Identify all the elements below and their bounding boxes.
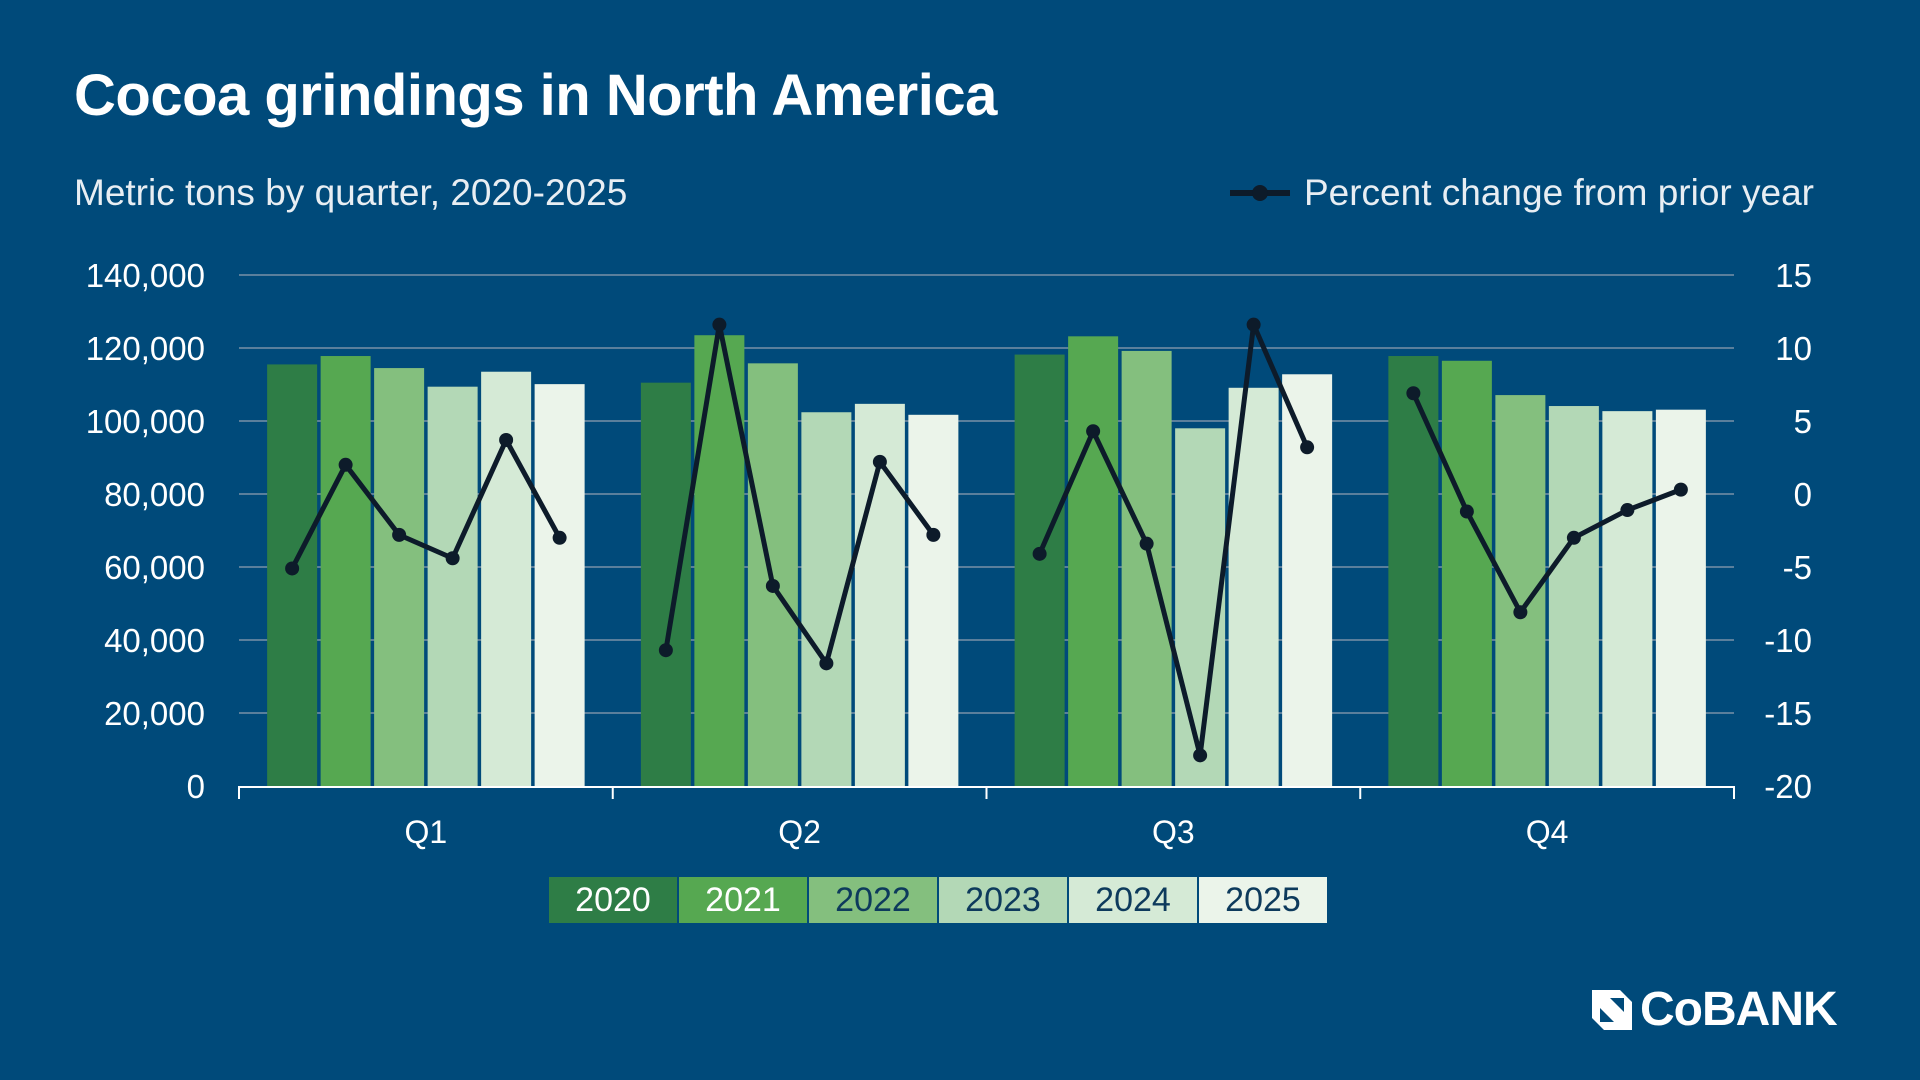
chart-title: Cocoa grindings in North America (74, 63, 997, 128)
x-tick-label: Q4 (1526, 814, 1569, 850)
y-tick-label: 100,000 (86, 403, 205, 440)
y-tick-label: 140,000 (86, 257, 205, 294)
x-tick-label: Q1 (405, 814, 448, 850)
percent-change-point (1032, 546, 1047, 561)
legend-label: 2022 (835, 880, 911, 919)
y-tick-label: 40,000 (104, 622, 205, 659)
percent-change-point (872, 454, 887, 469)
chart-subtitle: Metric tons by quarter, 2020-2025 (74, 172, 628, 213)
percent-change-line-q2 (663, 322, 936, 666)
bar-q1-2023 (427, 386, 478, 786)
percent-change-point (765, 578, 780, 593)
bar-q2-2025 (908, 414, 959, 786)
bar-q4-2020 (1388, 356, 1439, 786)
percent-change-point (712, 317, 727, 332)
x-tick-label: Q3 (1152, 814, 1195, 850)
line-legend: Percent change from prior year (1228, 172, 1814, 214)
bar-q3-2025 (1282, 374, 1333, 786)
percent-change-point (1246, 317, 1261, 332)
percent-change-point (445, 551, 460, 566)
percent-change-point (392, 527, 407, 542)
bar-q3-2021 (1068, 336, 1119, 786)
percent-change-point (658, 643, 673, 658)
y2-tick-label: -10 (1764, 622, 1812, 659)
legend-item-2020: 2020 (549, 877, 677, 923)
legend-item-2021: 2021 (679, 877, 807, 923)
percent-change-point (285, 561, 300, 576)
percent-change-point (1139, 536, 1154, 551)
cobank-logo: CoBANK (1590, 982, 1838, 1037)
percent-change-point (1086, 424, 1101, 439)
percent-change-point (552, 530, 567, 545)
legend-label: 2023 (965, 880, 1041, 919)
x-tick-label: Q2 (778, 814, 821, 850)
percent-change-line-q3 (1037, 322, 1310, 758)
legend-item-2025: 2025 (1199, 877, 1327, 923)
bar-legend: 2020 2021 2022 2023 2024 2025 (549, 877, 1329, 923)
y2-tick-label: -5 (1783, 549, 1812, 586)
bar-q1-2021 (320, 356, 371, 786)
legend-label: 2020 (575, 880, 651, 919)
cobank-logo-icon (1592, 989, 1632, 1030)
y2-tick-label: -15 (1764, 695, 1812, 732)
percent-change-point (819, 656, 834, 671)
bar-q2-2020 (640, 382, 691, 786)
y-tick-label: 80,000 (104, 476, 205, 513)
bar-q4-2024 (1602, 411, 1653, 786)
percent-change-point (1620, 503, 1635, 518)
percent-change-point (1459, 504, 1474, 519)
bar-q3-2020 (1014, 354, 1065, 786)
percent-change-point (926, 527, 941, 542)
bar-q1-2022 (374, 368, 425, 786)
bar-q4-2021 (1441, 360, 1492, 786)
y-tick-label: 20,000 (104, 695, 205, 732)
bar-q4-2025 (1655, 409, 1706, 786)
y2-tick-label: -20 (1764, 768, 1812, 805)
percent-change-line-q1 (289, 437, 562, 570)
legend-label: 2024 (1095, 880, 1171, 919)
percent-change-line-q4 (1411, 392, 1682, 615)
legend-item-2023: 2023 (939, 877, 1067, 923)
bar-q3-2022 (1121, 350, 1172, 786)
percent-change-point (338, 457, 353, 472)
logo-text: CoBANK (1640, 983, 1838, 1036)
percent-change-point (499, 432, 514, 447)
percent-change-point (1673, 482, 1688, 497)
y2-tick-label: 10 (1775, 330, 1812, 367)
legend-label: 2025 (1225, 880, 1301, 919)
legend-item-2024: 2024 (1069, 877, 1197, 923)
percent-change-point (1566, 530, 1581, 545)
y2-tick-label: 15 (1775, 257, 1812, 294)
y2-tick-label: 0 (1794, 476, 1812, 513)
legend-item-2022: 2022 (809, 877, 937, 923)
line-legend-label: Percent change from prior year (1303, 172, 1814, 213)
legend-label: 2021 (705, 880, 781, 919)
bar-q4-2023 (1548, 406, 1599, 786)
percent-change-point (1193, 748, 1208, 763)
y-tick-label: 0 (187, 768, 205, 805)
percent-change-point (1406, 386, 1421, 401)
line-legend-marker-icon (1229, 185, 1290, 201)
y-tick-label: 60,000 (104, 549, 205, 586)
percent-change-point (1513, 605, 1528, 620)
bar-q1-2025 (534, 384, 585, 786)
y2-tick-label: 5 (1794, 403, 1812, 440)
y-tick-label: 120,000 (86, 330, 205, 367)
percent-change-point (1300, 440, 1315, 455)
